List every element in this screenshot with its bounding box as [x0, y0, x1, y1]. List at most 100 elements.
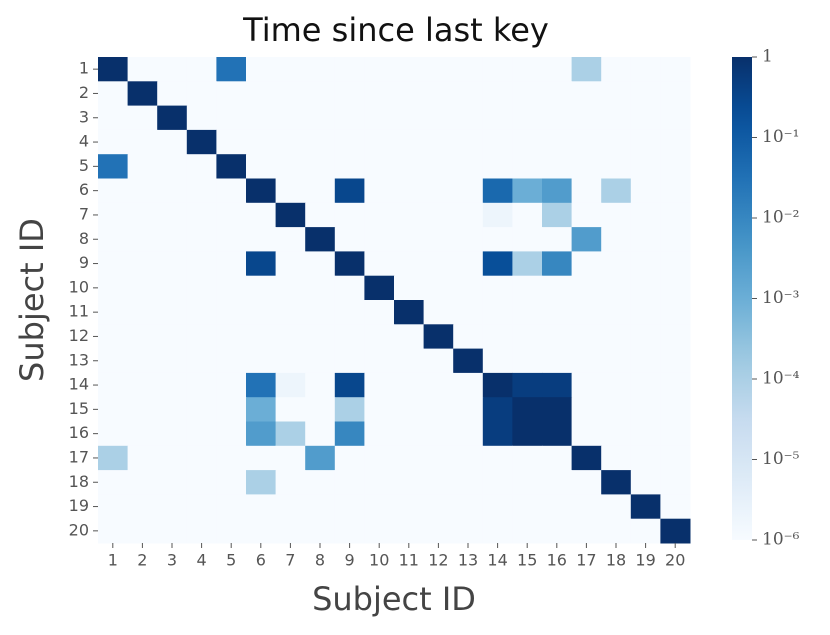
x-tick-label: 16: [547, 551, 567, 570]
heatmap-cell: [305, 348, 336, 374]
x-tick-label: 19: [635, 551, 655, 570]
heatmap-cell: [127, 397, 158, 422]
heatmap-cell: [660, 275, 691, 301]
heatmap-cell: [364, 470, 395, 495]
heatmap-cell: [186, 300, 217, 325]
heatmap-cell: [394, 129, 425, 155]
heatmap-cell: [216, 300, 247, 325]
heatmap-cell: [98, 178, 129, 204]
heatmap-cell: [275, 300, 306, 325]
colorbar-tick-label: 10⁻²: [762, 208, 799, 228]
heatmap-cell: [275, 251, 306, 277]
heatmap-cell: [571, 300, 602, 325]
x-tick-label: 12: [428, 551, 448, 570]
heatmap-cell: [127, 227, 158, 252]
heatmap-cell: [660, 494, 691, 520]
heatmap-cell: [334, 154, 365, 179]
heatmap-cell: [601, 202, 632, 228]
heatmap-cell: [660, 81, 691, 107]
heatmap-cell: [512, 178, 543, 204]
x-tick-label: 11: [399, 551, 419, 570]
heatmap-cell: [364, 202, 395, 228]
heatmap-cell: [512, 470, 543, 495]
heatmap-cell: [630, 105, 661, 131]
heatmap-cell: [601, 81, 632, 107]
heatmap-cell: [394, 227, 425, 252]
heatmap-cell: [246, 300, 277, 325]
heatmap-cell: [394, 251, 425, 277]
heatmap-cell: [216, 178, 247, 204]
heatmap-cell: [660, 445, 691, 471]
heatmap-cell: [660, 105, 691, 131]
y-tick-label: 12: [69, 326, 89, 345]
heatmap-cell: [542, 105, 573, 131]
y-tick-label: 15: [69, 399, 89, 418]
heatmap-cell: [571, 372, 602, 398]
heatmap-cell: [512, 129, 543, 155]
x-tick-label: 2: [137, 551, 147, 570]
heatmap-cell: [275, 178, 306, 204]
y-tick-label: 18: [69, 472, 89, 491]
heatmap-cell: [364, 154, 395, 179]
heatmap-cell: [275, 275, 306, 301]
heatmap-cell: [334, 227, 365, 252]
heatmap-cell: [394, 421, 425, 447]
heatmap-cell: [305, 251, 336, 277]
heatmap-cell: [512, 397, 543, 422]
heatmap-cell: [216, 397, 247, 422]
heatmap-cell: [482, 518, 513, 544]
heatmap-cell: [571, 227, 602, 252]
heatmap-cell: [660, 348, 691, 374]
heatmap-cell: [423, 421, 454, 447]
heatmap-cell: [512, 105, 543, 131]
heatmap-cell: [512, 227, 543, 252]
heatmap-cell: [601, 324, 632, 350]
heatmap-cell: [482, 202, 513, 228]
heatmap-cell: [216, 470, 247, 495]
heatmap-cell: [630, 154, 661, 179]
heatmap-cell: [157, 421, 188, 447]
heatmap-cell: [482, 81, 513, 107]
heatmap-cell: [246, 154, 277, 179]
heatmap-cell: [186, 324, 217, 350]
heatmap-cell: [542, 324, 573, 350]
heatmap-cell: [630, 275, 661, 301]
heatmap-cell: [216, 105, 247, 131]
heatmap-cell: [334, 275, 365, 301]
heatmap-cell: [305, 397, 336, 422]
heatmap-cell: [305, 154, 336, 179]
heatmap-cell: [542, 470, 573, 495]
heatmap-cell: [186, 154, 217, 179]
heatmap-cell: [601, 470, 632, 495]
heatmap-cell: [157, 275, 188, 301]
heatmap-cell: [157, 518, 188, 544]
heatmap-cell: [216, 348, 247, 374]
heatmap-cell: [423, 372, 454, 398]
heatmap-cell: [275, 518, 306, 544]
heatmap-cell: [542, 227, 573, 252]
heatmap-cell: [275, 494, 306, 520]
heatmap-cell: [423, 105, 454, 131]
heatmap-cell: [453, 202, 484, 228]
heatmap-cell: [630, 470, 661, 495]
x-tick-label: 18: [606, 551, 626, 570]
heatmap-cell: [601, 421, 632, 447]
heatmap-cell: [630, 178, 661, 204]
heatmap-cell: [275, 445, 306, 471]
y-tick-label: 3: [79, 107, 89, 126]
heatmap-cell: [660, 251, 691, 277]
heatmap-cell: [482, 251, 513, 277]
heatmap-cell: [571, 81, 602, 107]
colorbar-tick-label: 10⁻⁴: [762, 369, 800, 389]
heatmap-cell: [186, 397, 217, 422]
heatmap-cell: [482, 154, 513, 179]
heatmap-cell: [186, 275, 217, 301]
heatmap-cell: [364, 348, 395, 374]
heatmap-cell: [216, 445, 247, 471]
heatmap-cell: [275, 81, 306, 107]
heatmap-cell: [334, 57, 365, 82]
heatmap-cell: [630, 81, 661, 107]
heatmap-cell: [394, 397, 425, 422]
heatmap-cell: [571, 251, 602, 277]
heatmap-cell: [571, 518, 602, 544]
